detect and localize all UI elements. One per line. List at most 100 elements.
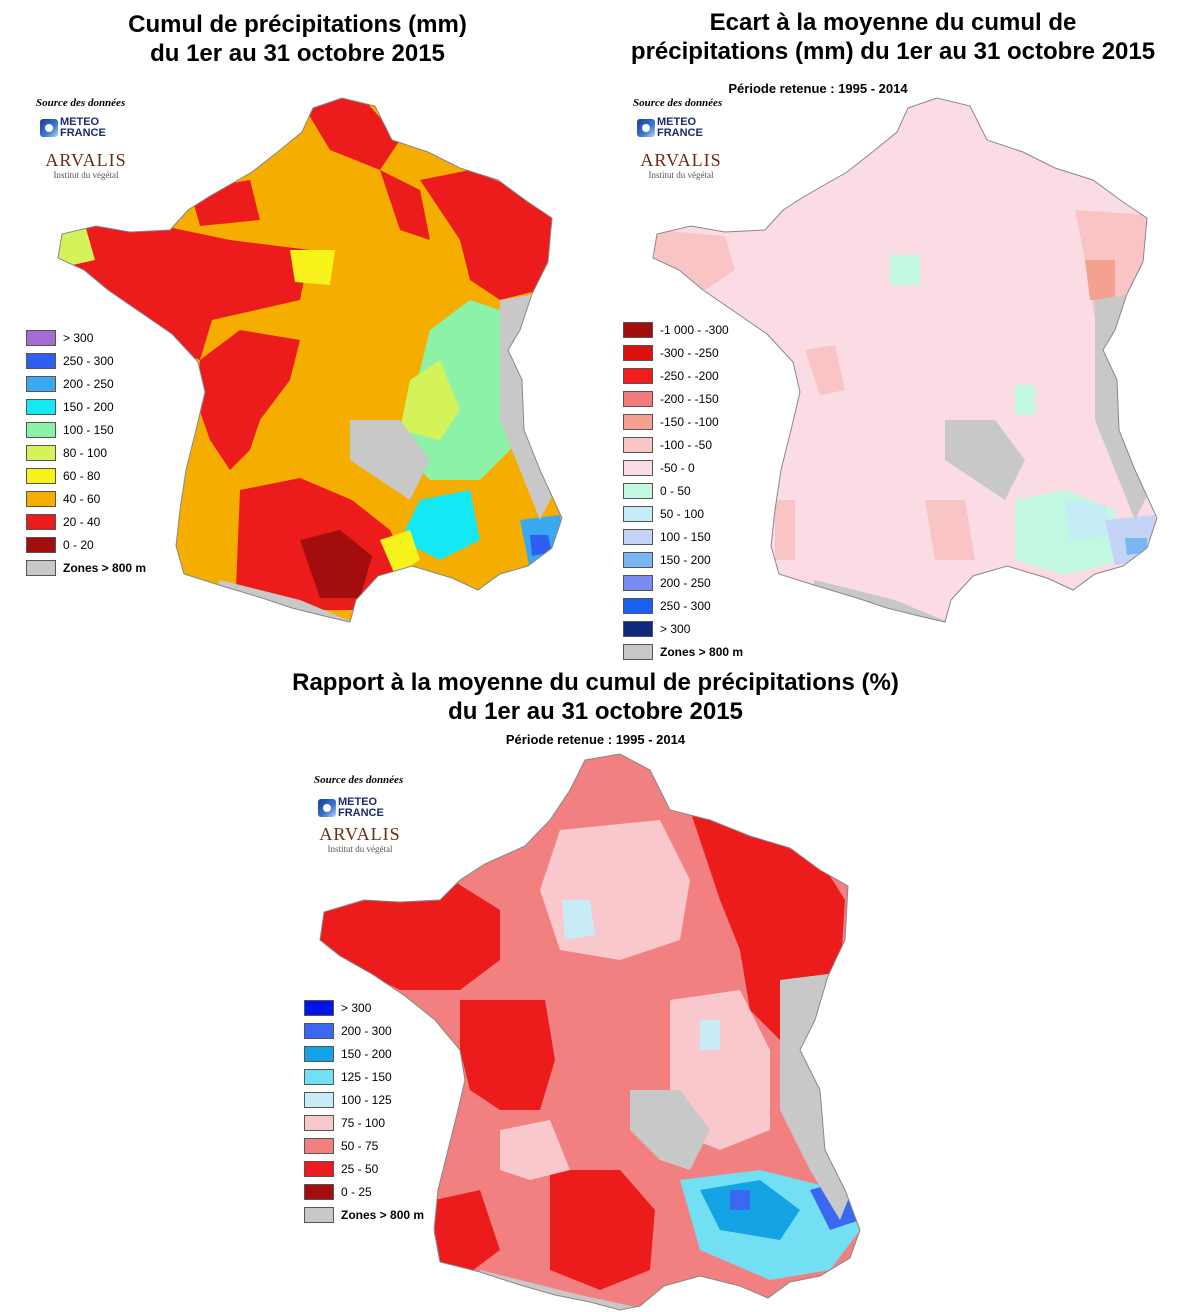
legend-item: 150 - 200	[304, 1042, 424, 1065]
legend-swatch	[623, 482, 653, 499]
legend-item: 60 - 80	[26, 464, 146, 487]
legend-label: 150 - 200	[341, 1046, 392, 1061]
legend-ecart: -1 000 - -300 -300 - -250 -250 - -200 -2…	[623, 318, 743, 663]
title-line-1: Rapport à la moyenne du cumul de précipi…	[292, 669, 899, 696]
legend-label: 100 - 125	[341, 1092, 392, 1107]
legend-item: Zones > 800 m	[26, 556, 146, 579]
legend-swatch	[304, 1022, 334, 1039]
legend-label: 80 - 100	[63, 445, 108, 460]
legend-swatch	[26, 444, 56, 461]
legend-label: 40 - 60	[63, 491, 101, 506]
legend-swatch	[304, 999, 334, 1016]
meteo-france-word-2: FRANCE	[657, 127, 703, 139]
source-label: Source des données	[314, 774, 404, 786]
legend-label: 20 - 40	[63, 514, 101, 529]
legend-item: 125 - 150	[304, 1065, 424, 1088]
map-title-ecart: Ecart à la moyenne du cumul de précipita…	[595, 8, 1191, 66]
legend-item: 40 - 60	[26, 487, 146, 510]
legend-label: 250 - 300	[660, 598, 711, 613]
legend-swatch	[623, 620, 653, 637]
legend-swatch	[623, 574, 653, 591]
title-line-2: du 1er au 31 octobre 2015	[448, 698, 743, 725]
arvalis-logo-icon: ARVALIS Institut du végétal	[633, 150, 729, 181]
title-line-2: précipitations (mm) du 1er au 31 octobre…	[630, 38, 1156, 65]
meteo-france-logo-icon: METEO FRANCE	[637, 116, 703, 140]
meteo-france-emblem-icon	[637, 119, 655, 137]
legend-item: 200 - 300	[304, 1019, 424, 1042]
legend-swatch	[623, 321, 653, 338]
legend-label: Zones > 800 m	[660, 644, 744, 659]
meteo-france-word-2: FRANCE	[60, 127, 106, 139]
legend-item: > 300	[26, 326, 146, 349]
map-panel-rapport: Rapport à la moyenne du cumul de précipi…	[0, 660, 1191, 1312]
legend-item: 100 - 150	[623, 525, 743, 548]
legend-item: 100 - 125	[304, 1088, 424, 1111]
legend-item: 50 - 100	[623, 502, 743, 525]
legend-item: -200 - -150	[623, 387, 743, 410]
legend-item: -250 - -200	[623, 364, 743, 387]
legend-label: -250 - -200	[660, 368, 719, 383]
legend-cumul: > 300 250 - 300 200 - 250 150 - 200 100 …	[26, 326, 146, 579]
legend-item: 200 - 250	[623, 571, 743, 594]
map-panel-cumul: Cumul de précipitations (mm) du 1er au 3…	[0, 0, 595, 660]
legend-swatch	[623, 528, 653, 545]
legend-label: -100 - -50	[660, 437, 713, 452]
legend-item: 0 - 50	[623, 479, 743, 502]
arvalis-name: ARVALIS	[640, 150, 722, 170]
legend-swatch	[26, 398, 56, 415]
legend-label: -200 - -150	[660, 391, 719, 406]
meteo-france-word-2: FRANCE	[338, 807, 384, 819]
arvalis-name: ARVALIS	[319, 824, 401, 844]
legend-label: Zones > 800 m	[341, 1207, 425, 1222]
legend-rapport: > 300 200 - 300 150 - 200 125 - 150 100 …	[304, 996, 424, 1226]
legend-swatch	[304, 1114, 334, 1131]
legend-label: 25 - 50	[341, 1161, 379, 1176]
legend-swatch	[304, 1160, 334, 1177]
legend-item: 20 - 40	[26, 510, 146, 533]
meteo-france-emblem-icon	[40, 119, 58, 137]
legend-swatch	[26, 467, 56, 484]
legend-label: -50 - 0	[660, 460, 695, 475]
map-subtitle-rapport: Période retenue : 1995 - 2014	[505, 732, 686, 747]
meteo-france-word-1: METEO	[338, 796, 378, 808]
legend-item: 0 - 20	[26, 533, 146, 556]
legend-label: 100 - 150	[63, 422, 114, 437]
legend-swatch	[623, 643, 653, 660]
legend-swatch	[623, 459, 653, 476]
legend-item: 150 - 200	[623, 548, 743, 571]
legend-item: 50 - 75	[304, 1134, 424, 1157]
legend-swatch	[623, 413, 653, 430]
legend-swatch	[26, 329, 56, 346]
arvalis-tagline: Institut du végétal	[648, 170, 714, 180]
arvalis-logo-icon: ARVALIS Institut du végétal	[38, 150, 134, 181]
legend-swatch	[304, 1206, 334, 1223]
legend-item: > 300	[304, 996, 424, 1019]
map-title-cumul: Cumul de précipitations (mm) du 1er au 3…	[0, 10, 595, 68]
france-map-cumul	[57, 97, 563, 623]
legend-item: > 300	[623, 617, 743, 640]
legend-swatch	[623, 551, 653, 568]
meteo-france-logo-icon: METEO FRANCE	[318, 796, 384, 820]
legend-swatch	[26, 559, 56, 576]
france-map-rapport	[319, 753, 861, 1311]
legend-item: 150 - 200	[26, 395, 146, 418]
map-panel-ecart: Ecart à la moyenne du cumul de précipita…	[595, 0, 1191, 660]
legend-swatch	[26, 375, 56, 392]
arvalis-tagline: Institut du végétal	[53, 170, 119, 180]
legend-swatch	[304, 1183, 334, 1200]
legend-swatch	[26, 513, 56, 530]
legend-swatch	[623, 597, 653, 614]
title-line-1: Cumul de précipitations (mm)	[128, 11, 467, 38]
legend-label: 60 - 80	[63, 468, 101, 483]
legend-label: 75 - 100	[341, 1115, 386, 1130]
arvalis-logo-icon: ARVALIS Institut du végétal	[312, 824, 408, 855]
legend-item: 250 - 300	[26, 349, 146, 372]
legend-item: Zones > 800 m	[623, 640, 743, 663]
legend-item: 250 - 300	[623, 594, 743, 617]
legend-label: Zones > 800 m	[63, 560, 147, 575]
legend-item: 0 - 25	[304, 1180, 424, 1203]
legend-label: -150 - -100	[660, 414, 719, 429]
legend-swatch	[623, 390, 653, 407]
legend-swatch	[623, 367, 653, 384]
legend-item: 100 - 150	[26, 418, 146, 441]
